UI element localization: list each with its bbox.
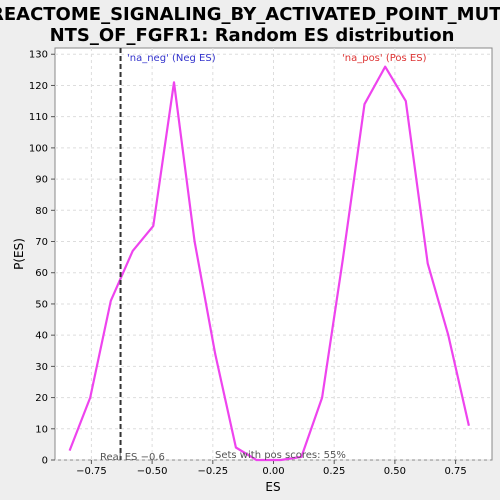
chart-title-line-2: NTS_OF_FGFR1: Random ES distribution bbox=[50, 25, 455, 46]
real-es-label: Real ES −0.6 bbox=[100, 452, 165, 463]
y-tick-label-5: 50 bbox=[35, 299, 48, 310]
x-tick-label-5: 0.50 bbox=[384, 466, 406, 477]
y-tick-label-13: 130 bbox=[29, 50, 48, 61]
x-tick-label-0: −0.75 bbox=[76, 466, 107, 477]
sets-pos-scores-label: Sets with pos scores: 55% bbox=[215, 450, 346, 461]
x-axis-label: ES bbox=[265, 480, 280, 494]
series-layer bbox=[68, 65, 470, 462]
y-tick-label-9: 90 bbox=[35, 175, 48, 186]
grid bbox=[55, 48, 492, 461]
y-tick-label-7: 70 bbox=[35, 237, 48, 248]
y-tick-label-2: 20 bbox=[35, 393, 48, 404]
pos-es-label: 'na_pos' (Pos ES) bbox=[342, 53, 427, 64]
x-tick-label-1: −0.50 bbox=[137, 466, 168, 477]
x-tick-label-4: 0.25 bbox=[323, 466, 345, 477]
x-tick-label-3: 0.00 bbox=[262, 466, 284, 477]
x-tick-label-6: 0.75 bbox=[444, 466, 466, 477]
y-tick-label-0: 0 bbox=[42, 456, 48, 467]
y-tick-label-10: 100 bbox=[29, 143, 48, 154]
y-tick-label-4: 40 bbox=[35, 331, 48, 342]
y-tick-label-1: 10 bbox=[35, 424, 48, 435]
series-line-0 bbox=[68, 65, 470, 462]
chart-title-line-1: REACTOME_SIGNALING_BY_ACTIVATED_POINT_MU… bbox=[0, 4, 500, 25]
y-axis-label: P(ES) bbox=[12, 238, 26, 270]
x-tick-label-2: −0.25 bbox=[197, 466, 228, 477]
y-tick-label-12: 120 bbox=[29, 81, 48, 92]
y-tick-label-3: 30 bbox=[35, 362, 48, 373]
neg-es-label: 'na_neg' (Neg ES) bbox=[127, 53, 216, 64]
chart-title: REACTOME_SIGNALING_BY_ACTIVATED_POINT_MU… bbox=[0, 4, 500, 46]
axes: 0 10 20 30 40 50 60 70 80 90 100 110 120 130 −0.75 −0.5… bbox=[29, 50, 467, 477]
y-tick-label-11: 110 bbox=[29, 112, 48, 123]
y-tick-label-6: 60 bbox=[35, 268, 48, 279]
y-tick-label-8: 80 bbox=[35, 206, 48, 217]
